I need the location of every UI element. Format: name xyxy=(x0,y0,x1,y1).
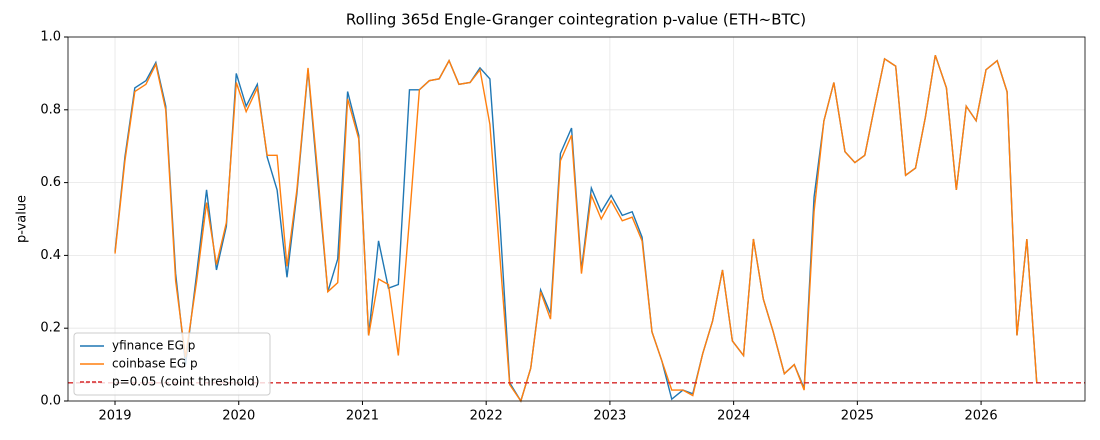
legend-label: coinbase EG p xyxy=(112,357,198,371)
y-tick-label: 0.8 xyxy=(40,102,61,117)
y-tick-label: 1.0 xyxy=(40,30,61,45)
series-line xyxy=(114,54,1038,403)
legend: yfinance EG p coinbase EG p p=0.05 (coint … xyxy=(73,332,271,396)
x-tick-label: 2020 xyxy=(222,409,255,424)
y-tick-label: 0.4 xyxy=(40,248,61,263)
y-tick-label: 0.6 xyxy=(40,175,61,190)
x-tick-label: 2022 xyxy=(470,409,503,424)
x-tick-label: 2026 xyxy=(965,409,998,424)
x-tick-label: 2025 xyxy=(841,409,874,424)
chart-title: Rolling 365d Engle-Granger cointegration… xyxy=(346,11,806,29)
y-axis-label: p-value xyxy=(15,195,30,243)
x-tick-label: 2019 xyxy=(98,409,131,424)
legend-label: p=0.05 (coint threshold) xyxy=(112,375,259,389)
plot-frame xyxy=(67,36,1086,402)
x-tick-label: 2021 xyxy=(346,409,379,424)
x-tick-label: 2024 xyxy=(717,409,750,424)
legend-box xyxy=(73,332,271,396)
x-tick-label: 2023 xyxy=(593,409,626,424)
y-tick-label: 0.2 xyxy=(40,321,61,336)
y-tick-label: 0.0 xyxy=(40,394,61,409)
legend-label: yfinance EG p xyxy=(112,339,195,353)
